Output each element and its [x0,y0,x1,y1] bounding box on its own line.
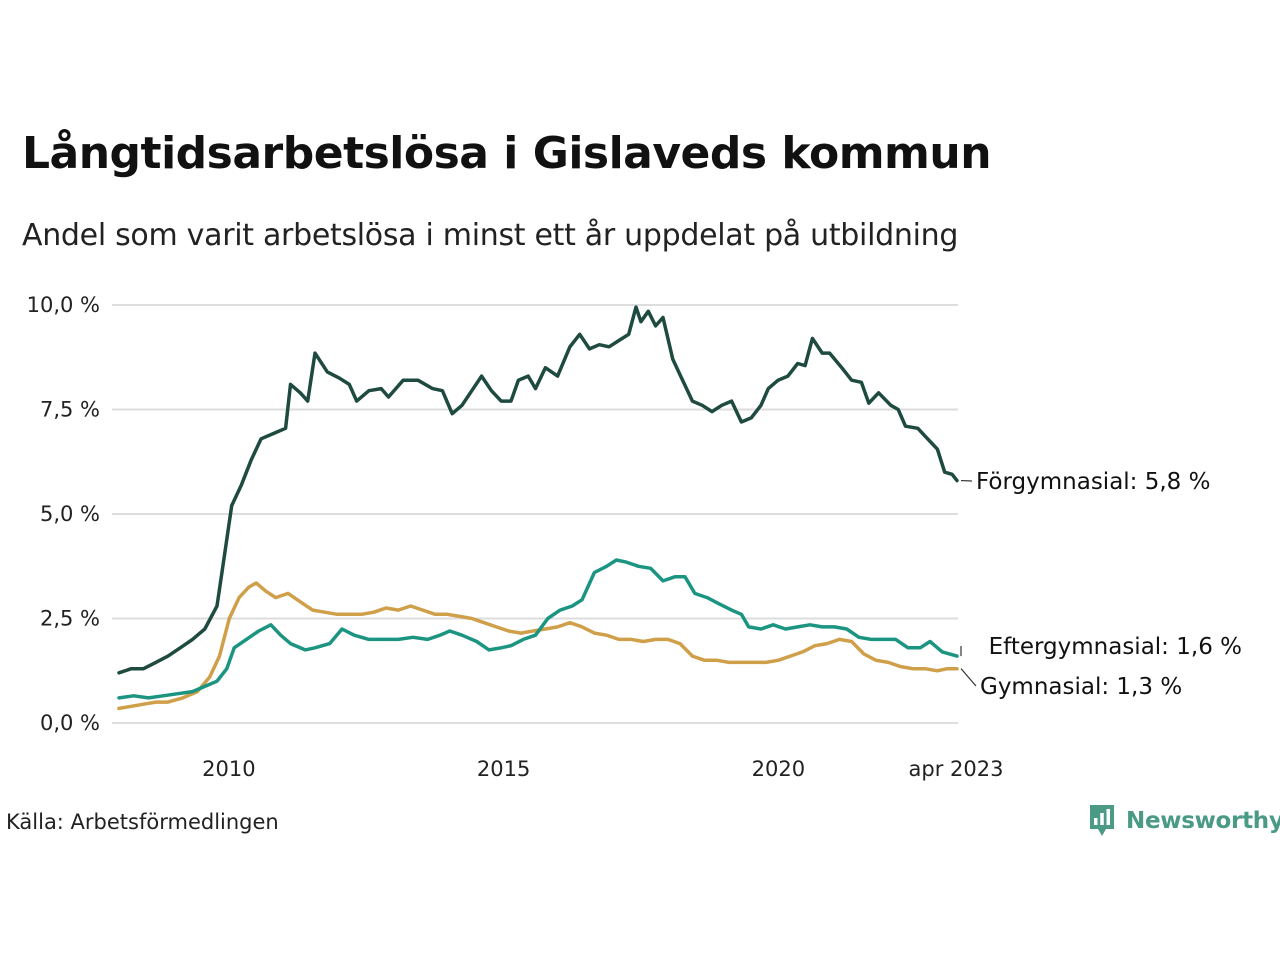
end-label-förgymnasial: Förgymnasial: 5,8 % [976,469,1210,495]
y-axis-ticks: 0,0 % 2,5 % 5,0 % 7,5 % 10,0 % [27,293,100,735]
y-tick-label: 2,5 % [40,607,100,631]
x-tick-label: 2010 [202,757,255,781]
source-note: Källa: Arbetsförmedlingen [6,810,279,834]
series-line-eftergymnasial [117,558,959,700]
brand-name: Newsworthy [1126,808,1280,834]
y-tick-label: 7,5 % [40,398,100,422]
end-label-eftergymnasial: Eftergymnasial: 1,6 % [989,634,1242,660]
end-label-leader [960,668,977,687]
series-line-förgymnasial [117,305,959,675]
newsworthy-logo-icon [1090,805,1114,836]
y-tick-label: 10,0 % [27,293,100,317]
series-end-labels: Förgymnasial: 5,8 % Eftergymnasial: 1,6 %… [960,469,1242,700]
brand-logo: Newsworthy [1088,803,1280,839]
y-tick-label: 0,0 % [40,711,100,735]
y-tick-label: 5,0 % [40,502,100,526]
chart-subtitle: Andel som varit arbetslösa i minst ett å… [22,218,959,253]
end-label-gymnasial: Gymnasial: 1,3 % [980,674,1182,700]
line-chart: 0,0 % 2,5 % 5,0 % 7,5 % 10,0 % 2010 2015 2020 a… [27,293,1242,781]
series-lines [117,305,959,711]
x-tick-label: apr 2023 [909,757,1004,781]
chart-title: Långtidsarbetslösa i Gislaveds kommun [22,128,992,179]
gridlines [112,304,958,724]
series-line-gymnasial [117,581,959,711]
x-tick-label: 2020 [752,757,805,781]
x-axis-ticks: 2010 2015 2020 apr 2023 [202,757,1003,781]
x-tick-label: 2015 [477,757,530,781]
